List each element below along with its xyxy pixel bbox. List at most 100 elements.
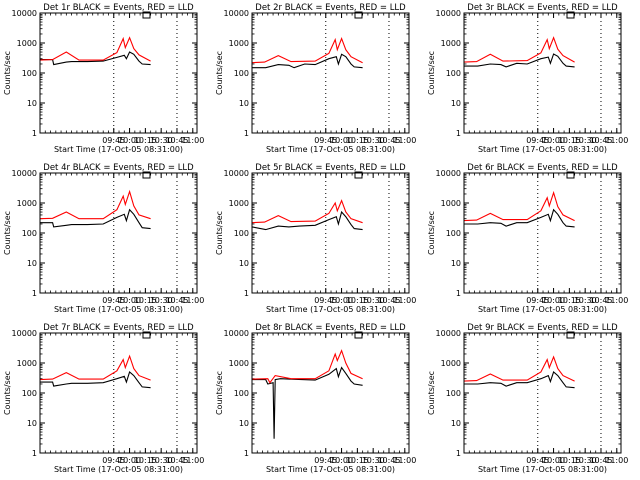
panel-title: Det 4r BLACK = Events, RED = LLD	[43, 163, 194, 173]
top-marker-box	[354, 171, 363, 179]
y-tick-label: 100	[22, 389, 37, 398]
panel-title: Det 9r BLACK = Events, RED = LLD	[467, 323, 618, 333]
events-series-line	[464, 53, 575, 68]
x-tick-label: 11:00	[605, 296, 628, 305]
y-axis-label: Counts/sec	[427, 51, 436, 95]
panel-5: Det 5r BLACK = Events, RED = LLD 1 10 100 10…	[215, 163, 416, 314]
x-tick-label: 10:15	[134, 456, 157, 465]
x-tick-label: 09:45	[314, 456, 337, 465]
panel-4: Det 4r BLACK = Events, RED = LLD 1 10 100 10…	[3, 163, 204, 314]
x-tick-label: 10:00	[330, 136, 353, 145]
y-tick-label: 1	[456, 289, 461, 298]
x-tick-label: 10:15	[346, 456, 369, 465]
top-marker-box	[566, 11, 575, 19]
y-tick-label: 1	[456, 129, 461, 138]
x-tick-label: 10:30	[362, 456, 385, 465]
x-tick-label: 10:15	[558, 136, 581, 145]
x-tick-label: 10:15	[134, 296, 157, 305]
x-tick-label: 10:15	[558, 456, 581, 465]
x-tick-label: 09:45	[526, 456, 549, 465]
top-marker-box	[354, 331, 363, 339]
y-tick-label: 10000	[436, 9, 461, 18]
x-tick-label: 10:00	[118, 136, 141, 145]
x-tick-label: 10:45	[589, 296, 612, 305]
y-tick-label: 100	[234, 389, 249, 398]
y-tick-label: 10	[27, 259, 37, 268]
panel-title: Det 3r BLACK = Events, RED = LLD	[467, 3, 618, 13]
top-marker-box	[142, 331, 151, 339]
panel-2: Det 2r BLACK = Events, RED = LLD 1 10 100 10…	[215, 3, 416, 154]
x-tick-label: 11:00	[393, 296, 416, 305]
events-series-line	[252, 53, 363, 69]
x-tick-label: 10:00	[118, 456, 141, 465]
y-tick-label: 100	[446, 229, 461, 238]
y-tick-label: 10	[27, 419, 37, 428]
y-tick-label: 10	[239, 99, 249, 108]
x-tick-label: 10:45	[165, 136, 188, 145]
y-tick-label: 10000	[224, 9, 249, 18]
x-tick-label: 10:15	[346, 136, 369, 145]
x-axis-label: Start Time (17-Oct-05 08:31:00)	[266, 145, 395, 154]
x-tick-label: 09:45	[526, 136, 549, 145]
events-series-line	[252, 366, 363, 439]
y-tick-label: 10	[451, 99, 461, 108]
lld-series-line	[251, 349, 363, 384]
panel-title: Det 6r BLACK = Events, RED = LLD	[467, 163, 618, 173]
y-tick-label: 1	[32, 129, 37, 138]
x-tick-label: 10:45	[165, 456, 188, 465]
y-tick-label: 10000	[436, 169, 461, 178]
x-tick-label: 10:30	[362, 296, 385, 305]
x-tick-label: 10:00	[330, 296, 353, 305]
plot-frame	[39, 172, 198, 294]
x-tick-label: 09:45	[102, 456, 125, 465]
y-tick-label: 100	[22, 229, 37, 238]
plot-frame	[251, 172, 410, 294]
top-marker-box	[142, 11, 151, 19]
plot-frame	[463, 12, 622, 134]
y-tick-label: 10	[451, 419, 461, 428]
y-tick-label: 10000	[224, 329, 249, 338]
panel-title: Det 7r BLACK = Events, RED = LLD	[43, 323, 194, 333]
x-tick-label: 10:45	[165, 296, 188, 305]
x-tick-label: 11:00	[393, 456, 416, 465]
y-axis-label: Counts/sec	[427, 371, 436, 415]
y-tick-label: 1000	[229, 39, 249, 48]
panel-title: Det 1r BLACK = Events, RED = LLD	[43, 3, 194, 13]
x-tick-label: 09:45	[314, 136, 337, 145]
y-axis-label: Counts/sec	[215, 371, 224, 415]
panel-title: Det 8r BLACK = Events, RED = LLD	[255, 323, 406, 333]
y-tick-label: 1	[244, 129, 249, 138]
y-tick-label: 100	[22, 69, 37, 78]
panel-6: Det 6r BLACK = Events, RED = LLD 1 10 100 10…	[427, 163, 628, 314]
y-tick-label: 10000	[224, 169, 249, 178]
x-tick-label: 10:00	[542, 136, 565, 145]
y-axis-label: Counts/sec	[215, 211, 224, 255]
y-axis-label: Counts/sec	[215, 51, 224, 95]
x-tick-label: 10:30	[574, 136, 597, 145]
y-axis-label: Counts/sec	[3, 51, 12, 95]
lld-series-line	[463, 36, 575, 63]
y-tick-label: 100	[446, 389, 461, 398]
x-tick-label: 09:45	[102, 296, 125, 305]
lld-series-line	[39, 36, 151, 62]
x-tick-label: 10:30	[150, 136, 173, 145]
plot-frame	[251, 332, 410, 454]
y-tick-label: 1000	[441, 359, 461, 368]
y-tick-label: 1000	[17, 39, 37, 48]
lld-series-line	[463, 190, 575, 222]
y-tick-label: 1	[244, 449, 249, 458]
events-series-line	[40, 371, 151, 389]
y-tick-label: 100	[446, 69, 461, 78]
x-tick-label: 10:30	[362, 136, 385, 145]
x-tick-label: 10:15	[346, 296, 369, 305]
y-tick-label: 10	[451, 259, 461, 268]
x-tick-label: 10:45	[377, 456, 400, 465]
x-axis-label: Start Time (17-Oct-05 08:31:00)	[478, 145, 607, 154]
top-marker-box	[566, 331, 575, 339]
x-tick-label: 10:00	[118, 296, 141, 305]
y-tick-label: 1000	[17, 199, 37, 208]
y-tick-label: 10000	[12, 329, 37, 338]
lld-series-line	[39, 354, 151, 381]
plot-frame	[463, 332, 622, 454]
